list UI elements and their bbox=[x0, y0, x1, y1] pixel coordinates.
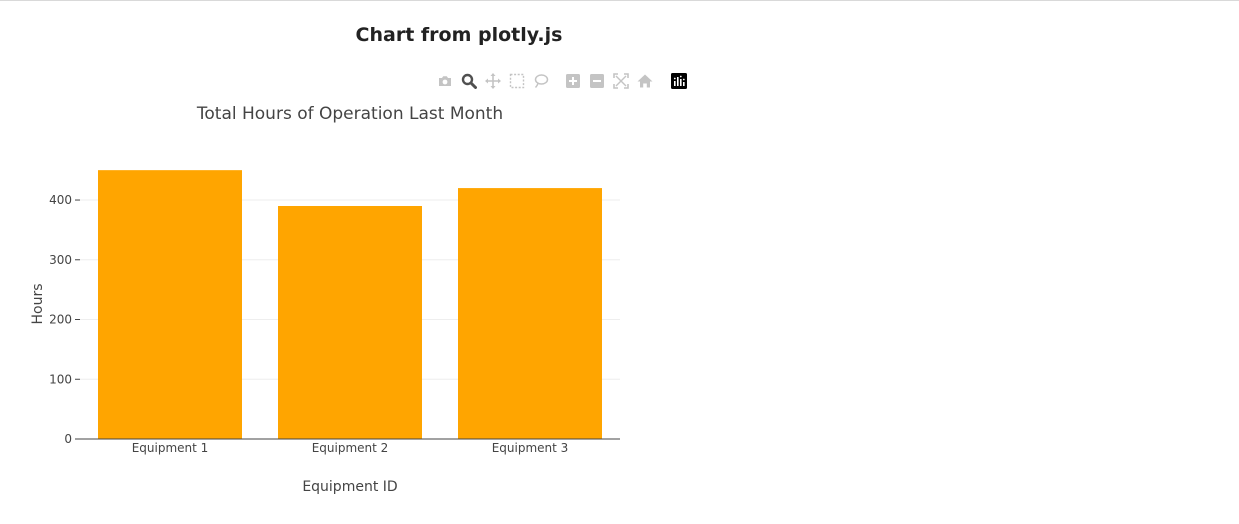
plotly-logo-icon bbox=[671, 73, 687, 89]
y-axis-title: Hours bbox=[30, 283, 46, 324]
y-tick-label: 400 bbox=[49, 193, 72, 207]
axes: 0 100 200 300 400 Equipment 1 Equipment 2 Equip… bbox=[49, 193, 620, 455]
bar-chart[interactable]: 0 100 200 300 400 Equipment 1 Equipment 2 Equip… bbox=[0, 95, 700, 515]
autoscale-icon bbox=[613, 73, 629, 89]
zoom-icon bbox=[461, 73, 477, 89]
zoom-out-button[interactable] bbox=[588, 72, 606, 90]
box-select-button[interactable] bbox=[508, 72, 526, 90]
y-tick-label: 200 bbox=[49, 313, 72, 327]
bar-equipment-2[interactable] bbox=[278, 206, 422, 439]
x-tick-label: Equipment 3 bbox=[492, 441, 569, 455]
reset-axes-icon bbox=[637, 74, 653, 88]
bar-equipment-1[interactable] bbox=[98, 170, 242, 439]
chart-canvas[interactable]: 0 100 200 300 400 Equipment 1 Equipment 2 Equip… bbox=[0, 95, 700, 515]
bars[interactable] bbox=[98, 170, 602, 439]
zoom-out-icon bbox=[590, 74, 604, 88]
reset-axes-button[interactable] bbox=[636, 72, 654, 90]
modebar bbox=[436, 72, 694, 90]
chart-title: Total Hours of Operation Last Month bbox=[196, 104, 503, 124]
zoom-button[interactable] bbox=[460, 72, 478, 90]
lasso-select-button[interactable] bbox=[532, 72, 550, 90]
x-tick-label: Equipment 1 bbox=[132, 441, 209, 455]
x-axis-title: Equipment ID bbox=[302, 479, 397, 495]
x-tick-label: Equipment 2 bbox=[312, 441, 389, 455]
camera-icon bbox=[439, 76, 451, 86]
lasso-select-icon bbox=[534, 74, 549, 89]
box-select-icon bbox=[509, 73, 525, 89]
y-tick-label: 300 bbox=[49, 253, 72, 267]
zoom-in-button[interactable] bbox=[564, 72, 582, 90]
y-tick-label: 0 bbox=[64, 432, 72, 446]
plotly-logo-link[interactable] bbox=[670, 72, 688, 90]
bar-equipment-3[interactable] bbox=[458, 188, 602, 439]
download-plot-button[interactable] bbox=[436, 72, 454, 90]
top-divider bbox=[0, 0, 1239, 1]
pan-icon bbox=[485, 73, 501, 89]
page-title: Chart from plotly.js bbox=[355, 24, 563, 46]
pan-button[interactable] bbox=[484, 72, 502, 90]
autoscale-button[interactable] bbox=[612, 72, 630, 90]
y-tick-label: 100 bbox=[49, 372, 72, 386]
zoom-in-icon bbox=[566, 74, 580, 88]
